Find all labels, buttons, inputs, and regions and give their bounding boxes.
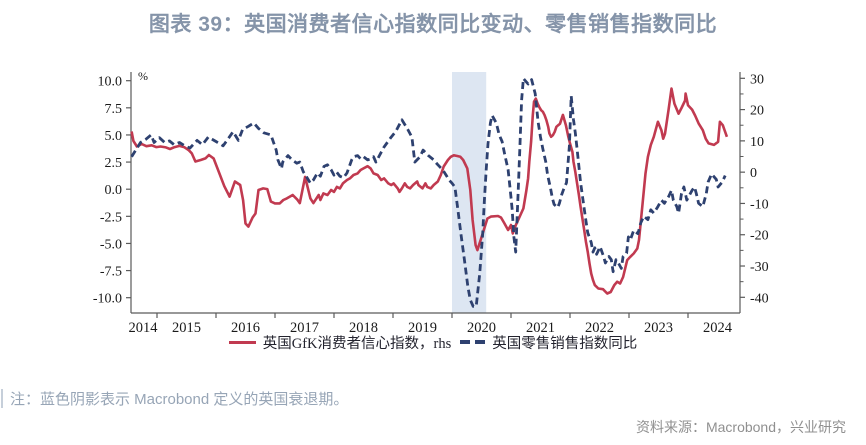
axes-group (126, 72, 745, 318)
legend-item-retail: 英国零售销售指数同比 (460, 332, 637, 353)
year-label: 2023 (644, 320, 673, 336)
left-tick-label: -10.0 (93, 292, 122, 307)
left-tick-label: 2.5 (105, 156, 123, 171)
legend-label-gfk: 英国GfK消费者信心指数，rhs (262, 335, 452, 352)
recession-band (452, 72, 487, 313)
left-tick-label: 7.5 (105, 102, 123, 117)
right-tick-label: -30 (750, 260, 769, 275)
year-label: 2021 (526, 320, 555, 336)
year-label: 2016 (231, 320, 260, 336)
left-tick-label: 5.0 (105, 129, 123, 144)
tick-labels-group: 10.0 7.5 5.0 2.5 0.0 -2.5 -5.0 -7.5 -10.0 30 20 10 0… (93, 72, 769, 336)
solid-red-line-swatch (228, 340, 256, 344)
left-tick-label: 0.0 (105, 183, 123, 198)
year-label: 2014 (129, 320, 159, 336)
right-tick-label: 30 (750, 72, 764, 87)
note-left-rule (1, 389, 3, 408)
year-label: 2022 (585, 320, 614, 336)
left-tick-label: 10.0 (98, 75, 123, 90)
right-tick-label: 20 (750, 104, 764, 119)
year-label: 2017 (290, 320, 319, 336)
right-tick-label: 0 (750, 166, 757, 181)
dashed-navy-line-swatch (460, 340, 486, 344)
right-tick-label: -10 (750, 197, 769, 212)
left-axis-unit-label: % (138, 69, 148, 83)
chart-source: 资料来源：Macrobond，兴业研究 (635, 419, 846, 435)
right-tick-label: 10 (750, 135, 764, 150)
left-tick-label: -2.5 (100, 210, 122, 225)
figure-title: 图表 39：英国消费者信心指数同比变动、零售销售指数同比 (148, 13, 718, 36)
year-label: 2018 (349, 320, 378, 336)
year-label: 2015 (172, 320, 201, 336)
series-group (130, 77, 729, 308)
legend-item-gfk: 英国GfK消费者信心指数，rhs (228, 332, 452, 353)
right-tick-label: -40 (750, 291, 769, 306)
legend-label-retail: 英国零售销售指数同比 (492, 335, 638, 352)
recession-band-group (452, 72, 487, 313)
chart-legend: 英国GfK消费者信心指数，rhs 英国零售销售指数同比 (0, 332, 866, 353)
year-label: 2020 (467, 320, 496, 336)
left-tick-label: -7.5 (100, 265, 122, 280)
right-tick-label: -20 (750, 229, 769, 244)
chart-note: 注：蓝色阴影表示 Macrobond 定义的英国衰退期。 (10, 391, 349, 408)
retail-sales-line (130, 77, 727, 308)
gfk-confidence-line (130, 87, 729, 295)
year-label: 2019 (408, 320, 437, 336)
left-tick-label: -5.0 (100, 237, 122, 252)
year-label: 2024 (703, 320, 733, 336)
